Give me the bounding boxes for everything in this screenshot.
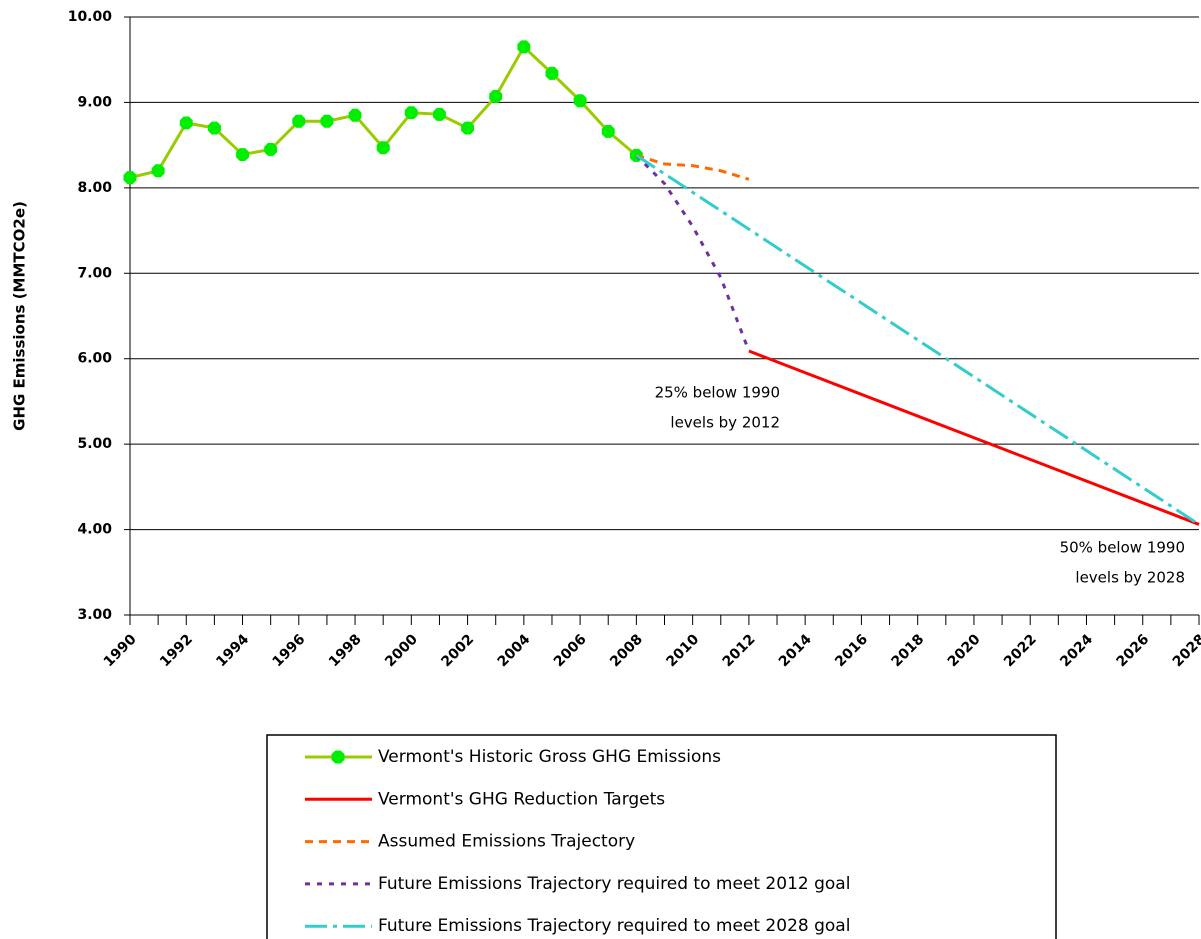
marker [151, 164, 165, 178]
legend-label: Vermont's Historic Gross GHG Emissions [378, 747, 721, 767]
y-tick-label: 8.00 [77, 180, 112, 196]
x-tick-label: 1992 [157, 631, 196, 670]
x-tick-label: 2008 [607, 631, 646, 670]
annotation: levels by 2028 [1075, 569, 1185, 587]
marker [123, 171, 137, 185]
x-tick-label: 2024 [1057, 631, 1096, 670]
marker [320, 114, 334, 128]
series-line [635, 154, 751, 352]
x-tick-label: 2006 [551, 631, 590, 670]
marker [433, 107, 446, 121]
marker [264, 142, 278, 156]
x-tick-label: 2022 [1001, 631, 1040, 670]
marker [545, 66, 559, 80]
series-line [748, 349, 1200, 526]
y-tick-label: 7.00 [77, 265, 112, 281]
marker [517, 40, 531, 54]
x-tick-label: 1994 [213, 631, 252, 670]
series-line [635, 154, 1200, 526]
legend-label: Future Emissions Trajectory required to … [378, 874, 850, 894]
x-tick-label: 2018 [888, 631, 927, 670]
marker [348, 108, 362, 122]
x-tick-label: 1990 [101, 631, 140, 670]
y-tick-label: 5.00 [77, 436, 112, 452]
y-tick-label: 9.00 [77, 94, 112, 110]
y-tick-label: 3.00 [77, 607, 112, 623]
x-tick-label: 2004 [495, 631, 534, 670]
x-tick-label: 1998 [326, 631, 365, 670]
marker [179, 116, 193, 130]
legend-label: Assumed Emissions Trajectory [378, 832, 635, 852]
annotation: 25% below 1990 [655, 384, 780, 402]
annotation: 50% below 1990 [1060, 539, 1185, 557]
x-tick-label: 2014 [776, 631, 815, 670]
x-tick-label: 2010 [663, 631, 702, 670]
series-line [129, 44, 638, 180]
marker [292, 114, 306, 128]
x-tick-label: 2026 [1114, 631, 1153, 670]
x-tick-label: 2002 [438, 631, 477, 670]
x-tick-label: 1996 [270, 631, 309, 670]
y-axis-label: GHG Emissions (MMTCO2e) [11, 201, 29, 431]
y-tick-label: 6.00 [77, 351, 112, 367]
marker [489, 90, 503, 103]
x-tick-label: 2012 [720, 631, 759, 670]
y-tick-label: 10.00 [68, 9, 113, 25]
marker [236, 148, 249, 161]
marker [207, 121, 221, 135]
x-tick-label: 2016 [832, 631, 871, 670]
marker [601, 125, 615, 138]
x-tick-label: 2020 [945, 631, 984, 670]
annotation: levels by 2012 [670, 414, 780, 432]
marker [404, 106, 418, 120]
legend-box [266, 734, 1057, 939]
x-tick-label: 2000 [382, 631, 421, 670]
x-tick-label: 2028 [1170, 631, 1201, 670]
marker [376, 141, 390, 155]
legend-marker [331, 750, 345, 764]
marker [461, 121, 474, 135]
y-tick-label: 4.00 [77, 522, 112, 538]
legend-label: Future Emissions Trajectory required to … [378, 916, 850, 936]
series-line [635, 153, 750, 181]
legend-label: Vermont's GHG Reduction Targets [378, 789, 665, 809]
marker [573, 94, 587, 108]
